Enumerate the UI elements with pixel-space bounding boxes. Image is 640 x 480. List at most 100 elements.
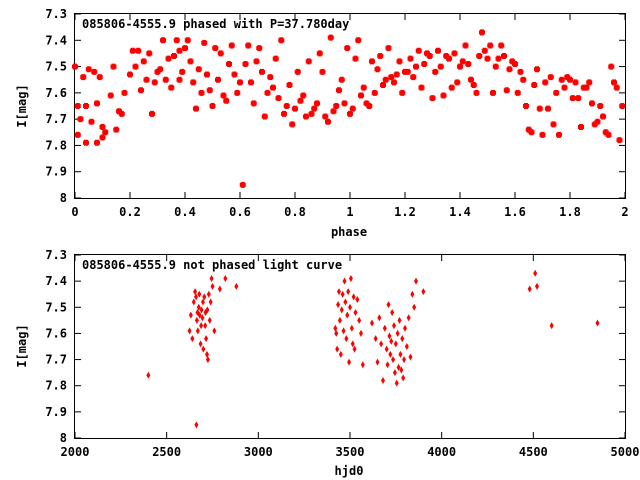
phased-y-tick-label: 7.9 <box>45 165 67 179</box>
unphased-x-tick-label: 5000 <box>611 445 640 459</box>
phased-data-point <box>407 55 414 62</box>
phased-y-tick-label: 7.8 <box>45 138 67 152</box>
phased-data-point <box>523 103 529 109</box>
unphased-data-point <box>212 327 217 335</box>
phased-x-tick-label: 1.8 <box>559 205 581 219</box>
unphased-x-tick-label: 2500 <box>152 445 181 459</box>
unphased-data-point <box>200 314 205 322</box>
unphased-data-point <box>190 335 195 343</box>
unphased-data-point <box>389 337 394 345</box>
unphased-data-point <box>399 366 404 374</box>
unphased-y-axis-label: I[mag] <box>15 324 29 367</box>
phased-data-point <box>413 63 419 70</box>
unphased-data-point <box>337 288 341 296</box>
phased-data-point <box>388 74 395 81</box>
unphased-data-point <box>347 358 352 366</box>
unphased-data-point <box>388 350 393 358</box>
phased-data-point <box>341 100 348 107</box>
unphased-data-point <box>352 345 357 353</box>
phased-data-point <box>118 110 125 117</box>
unphased-plot-frame <box>74 254 626 439</box>
phased-data-point <box>410 74 417 81</box>
phased-data-point <box>377 53 384 60</box>
phased-data-point <box>484 55 491 62</box>
phased-data-point <box>501 53 507 60</box>
phased-data-point <box>589 100 595 107</box>
phased-data-point <box>206 87 213 94</box>
phased-data-point <box>492 63 499 70</box>
unphased-data-point <box>384 345 389 353</box>
phased-data-point <box>193 105 199 112</box>
unphased-x-tick-label: 3000 <box>244 445 273 459</box>
phased-y-tick-label: 7.5 <box>45 60 67 74</box>
phased-data-point <box>195 66 202 73</box>
unphased-y-tick-label: 7.8 <box>45 379 67 393</box>
phased-data-point <box>347 110 353 117</box>
unphased-data-point <box>205 306 210 314</box>
phased-data-point <box>228 42 235 49</box>
phased-data-point <box>140 58 147 65</box>
phased-data-point <box>83 139 89 146</box>
phased-data-point <box>129 47 136 54</box>
unphased-data-point <box>360 361 365 369</box>
unphased-data-point <box>194 293 198 301</box>
unphased-data-points <box>146 269 600 429</box>
phased-data-point <box>446 55 452 62</box>
unphased-data-point <box>340 290 345 298</box>
phased-data-point <box>366 103 373 109</box>
phased-data-point <box>558 76 565 83</box>
unphased-data-point <box>401 374 406 382</box>
phased-data-point <box>179 68 186 75</box>
unphased-data-point <box>337 316 342 324</box>
unphased-data-point <box>191 298 196 306</box>
unphased-data-point <box>339 306 344 314</box>
phased-data-point <box>553 89 560 96</box>
unphased-data-point <box>333 324 338 332</box>
phased-data-point <box>132 63 139 70</box>
phased-data-point <box>382 76 389 83</box>
phased-data-point <box>157 66 164 73</box>
unphased-data-point <box>394 379 399 387</box>
phased-data-point <box>352 55 359 62</box>
unphased-data-point <box>395 329 400 337</box>
unphased-data-point <box>338 350 343 358</box>
phased-data-point <box>440 92 447 99</box>
phased-y-axis: 7.3 7.4 7.5 7.6 7.7 7.8 7.9 8 <box>45 7 625 205</box>
phased-data-point <box>149 110 155 117</box>
phased-data-point <box>201 39 208 46</box>
phased-data-point <box>539 131 546 138</box>
unphased-data-point <box>194 421 199 429</box>
phased-data-point <box>286 81 293 88</box>
unphased-data-point <box>193 288 198 296</box>
unphased-y-tick-label: 7.9 <box>45 405 67 419</box>
unphased-data-point <box>527 285 532 293</box>
unphased-data-point <box>209 275 214 283</box>
unphased-data-point <box>202 293 207 301</box>
unphased-data-point <box>421 288 426 296</box>
phased-data-point <box>94 139 100 146</box>
unphased-data-point <box>408 353 413 361</box>
phased-data-point <box>479 29 485 36</box>
unphased-data-point <box>398 350 403 358</box>
unphased-data-point <box>336 301 341 309</box>
unphased-data-point <box>406 314 411 322</box>
phased-data-point <box>451 50 458 57</box>
unphased-data-point <box>355 295 360 303</box>
phased-x-tick-label: 1 <box>346 205 353 219</box>
phased-data-point <box>91 68 98 75</box>
unphased-data-point <box>370 319 374 327</box>
unphased-data-point <box>199 306 204 314</box>
unphased-data-point <box>205 350 209 358</box>
unphased-data-point <box>387 332 392 340</box>
unphased-data-point <box>203 322 208 330</box>
unphased-data-point <box>373 335 378 343</box>
phased-y-tick-label: 7.3 <box>45 7 67 21</box>
phased-data-point <box>457 63 463 70</box>
phased-data-point <box>281 110 287 117</box>
phased-data-point <box>187 58 194 65</box>
phased-data-point <box>333 103 340 109</box>
unphased-chart: 7.3 7.4 7.5 7.6 7.7 7.8 7.9 8 2000 2500 3000 3500 4… <box>15 248 639 478</box>
unphased-data-point <box>392 369 397 377</box>
phased-data-point <box>135 47 142 54</box>
unphased-data-point <box>385 361 390 369</box>
